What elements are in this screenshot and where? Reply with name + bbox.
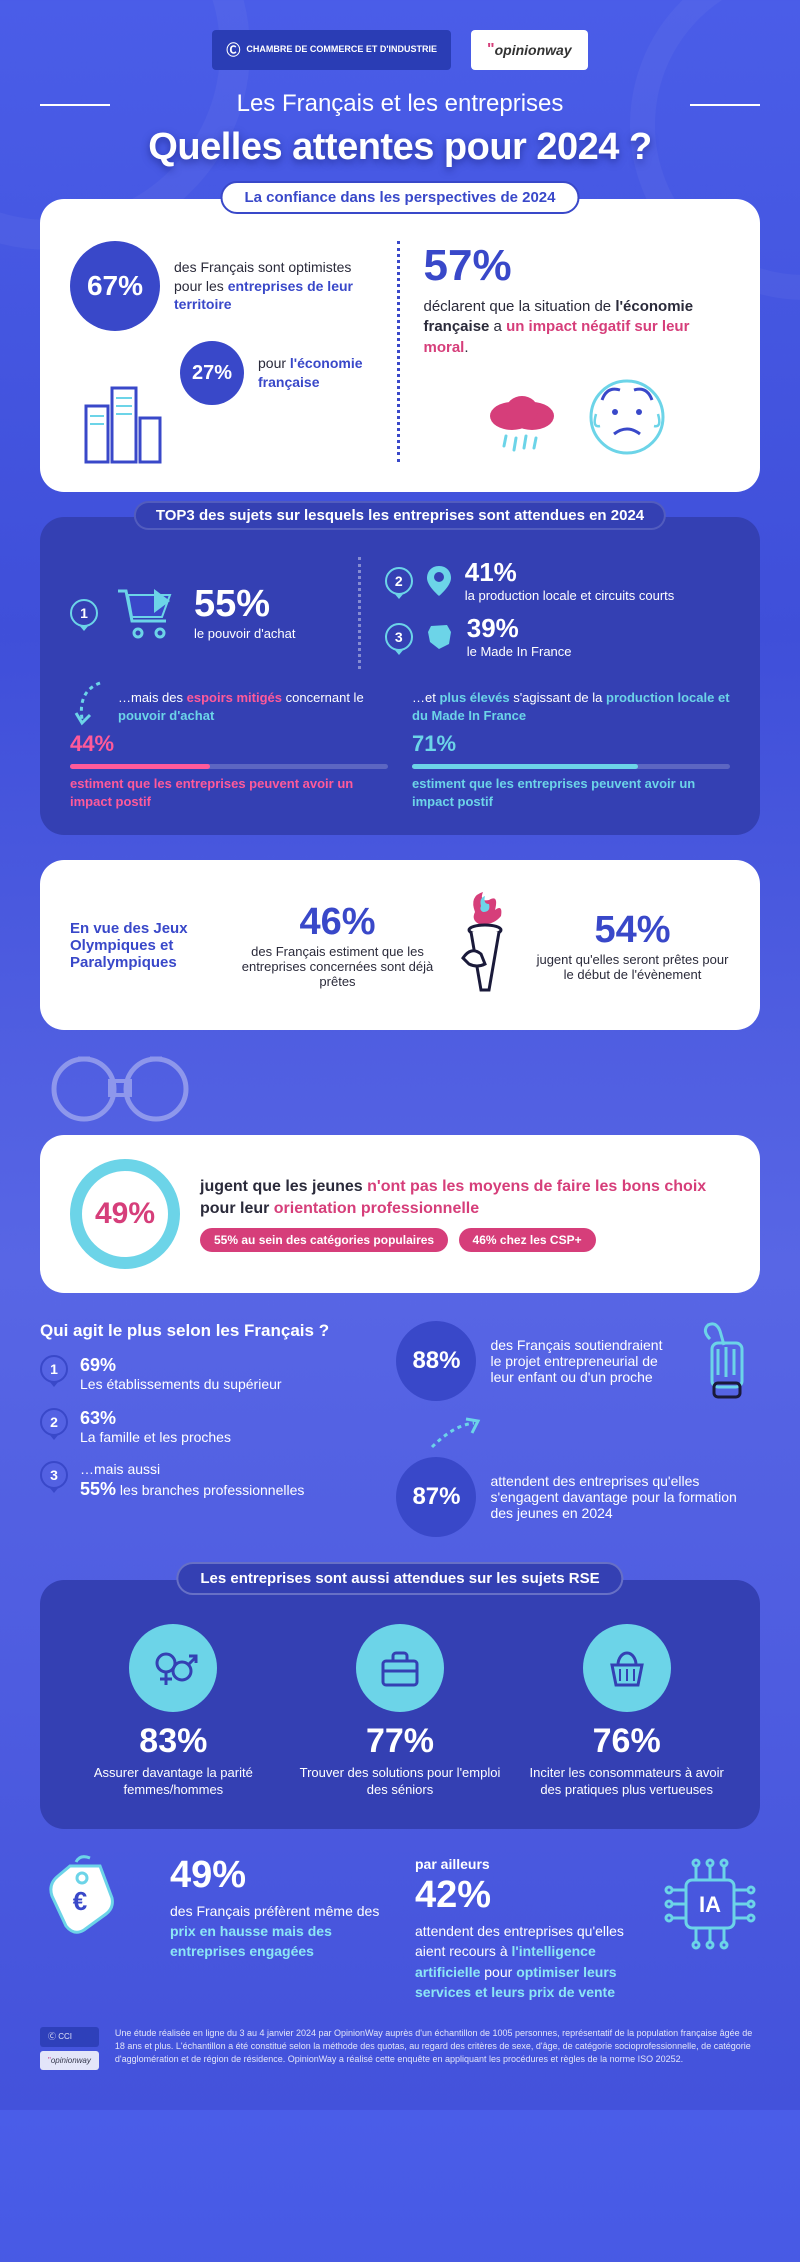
actors-rank-1: 1 (40, 1355, 68, 1383)
arrow-up-icon (426, 1413, 486, 1453)
footer-text: Une étude réalisée en ligne du 3 au 4 ja… (115, 2027, 760, 2065)
rse-header: Les entreprises sont aussi attendues sur… (176, 1562, 623, 1595)
ia-pct: 42% (415, 1874, 630, 1917)
ia-text: attendent des entreprises qu'elles aient… (415, 1921, 630, 2002)
confidence-card: La confiance dans les perspectives de 20… (40, 199, 760, 492)
olympic-left-text: des Français estiment que les entreprise… (240, 944, 435, 989)
rse-card: Les entreprises sont aussi attendues sur… (40, 1580, 760, 1829)
price-tag-icon: € (40, 1854, 130, 1964)
france-icon (425, 622, 455, 652)
orientation-pill-1: 55% au sein des catégories populaires (200, 1228, 448, 1252)
rank-2: 2 (385, 567, 413, 595)
top3-item3-pct: 39% (467, 613, 519, 643)
buildings-icon (80, 376, 170, 466)
top3-card: TOP3 des sujets sur lesquels les entrepr… (40, 517, 760, 835)
optimist-text: des Français sont optimistes pour les en… (174, 258, 377, 315)
actors-section: Qui agit le plus selon les Français ? 1 … (40, 1321, 760, 1555)
orientation-pill-2: 46% chez les CSP+ (459, 1228, 596, 1252)
rse-item3-label: Inciter les consommateurs à avoir des pr… (523, 1765, 730, 1799)
pin-icon (425, 564, 453, 598)
negative-impact-pct: 57% (424, 241, 731, 291)
olympic-card: En vue des Jeux Olympiques et Paralympiq… (40, 860, 760, 1030)
economy-text: pour l'économie française (258, 354, 377, 392)
price-text: des Français préfèrent même des prix en … (170, 1901, 385, 1962)
binoculars-icon (40, 1045, 200, 1125)
footer: Ⓒ CCI "opinionway Une étude réalisée en … (40, 2027, 760, 2089)
rse-item2-pct: 77% (297, 1722, 504, 1761)
top3-header: TOP3 des sujets sur lesquels les entrepr… (134, 501, 666, 530)
actors-rank-2: 2 (40, 1408, 68, 1436)
rse-item3-pct: 76% (523, 1722, 730, 1761)
olympic-intro: En vue des Jeux Olympiques et Paralympiq… (70, 920, 220, 971)
rain-cloud-icon (482, 392, 562, 462)
subtitle: Les Français et les entreprises (40, 90, 760, 118)
confidence-header: La confiance dans les perspectives de 20… (221, 181, 580, 214)
negative-impact-text: déclarent que la situation de l'économie… (424, 297, 731, 358)
handshake-icon (690, 1321, 760, 1401)
training-pct: 87% (396, 1457, 476, 1537)
torch-icon (455, 890, 515, 1000)
top3-item1-label: le pouvoir d'achat (194, 626, 296, 643)
top3-item2-label: la production locale et circuits courts (465, 588, 675, 605)
top3-item1-pct: 55% (194, 583, 296, 626)
actors-rank-3: 3 (40, 1461, 68, 1489)
main-title: Quelles attentes pour 2024 ? (40, 126, 760, 169)
sad-face-icon (582, 372, 672, 462)
hope-left: …mais des espoirs mitigés concernant le … (70, 689, 388, 812)
rank-1: 1 (70, 599, 98, 627)
rse-item1-label: Assurer davantage la parité femmes/homme… (70, 1765, 277, 1799)
rank-3: 3 (385, 623, 413, 651)
arrow-down-left-icon (70, 679, 110, 729)
training-text: attendent des entreprises qu'elles s'eng… (490, 1473, 760, 1521)
svg-text:IA: IA (699, 1892, 721, 1917)
support-text: des Français soutiendraient le projet en… (490, 1337, 676, 1385)
top3-item3-label: le Made In France (467, 644, 572, 661)
rse-item1-pct: 83% (70, 1722, 277, 1761)
orientation-text: jugent que les jeunes n'ont pas les moye… (200, 1176, 730, 1221)
basket-icon (583, 1624, 671, 1712)
svg-text:€: € (73, 1886, 87, 1916)
orientation-card: 49% jugent que les jeunes n'ont pas les … (40, 1135, 760, 1293)
final-section: € 49% des Français préfèrent même des pr… (40, 1854, 760, 2002)
cart-icon (114, 585, 178, 641)
rse-item2-label: Trouver des solutions pour l'emploi des … (297, 1765, 504, 1799)
olympic-left-pct: 46% (240, 901, 435, 944)
support-pct: 88% (396, 1321, 476, 1401)
opinionway-logo: "opinionway (471, 30, 588, 70)
ia-intro: par ailleurs (415, 1854, 630, 1874)
header-logos: Ⓒ CHAMBRE DE COMMERCE ET D'INDUSTRIE "op… (40, 30, 760, 70)
footer-cci-logo: Ⓒ CCI (40, 2027, 99, 2046)
gender-icon (129, 1624, 217, 1712)
top3-item2-pct: 41% (465, 557, 517, 587)
orientation-pct: 49% (70, 1159, 180, 1269)
economy-pct: 27% (180, 341, 244, 405)
footer-ow-logo: "opinionway (40, 2051, 99, 2070)
hope-right: …et plus élevés s'agissant de la product… (412, 689, 730, 812)
ia-chip-icon: IA (660, 1854, 760, 1954)
olympic-right-text: jugent qu'elles seront prêtes pour le dé… (535, 952, 730, 982)
actors-title: Qui agit le plus selon les Français ? (40, 1321, 370, 1341)
briefcase-icon (356, 1624, 444, 1712)
cci-logo: Ⓒ CHAMBRE DE COMMERCE ET D'INDUSTRIE (212, 30, 451, 70)
olympic-right-pct: 54% (535, 909, 730, 952)
price-pct: 49% (170, 1854, 385, 1897)
optimist-pct: 67% (70, 241, 160, 331)
